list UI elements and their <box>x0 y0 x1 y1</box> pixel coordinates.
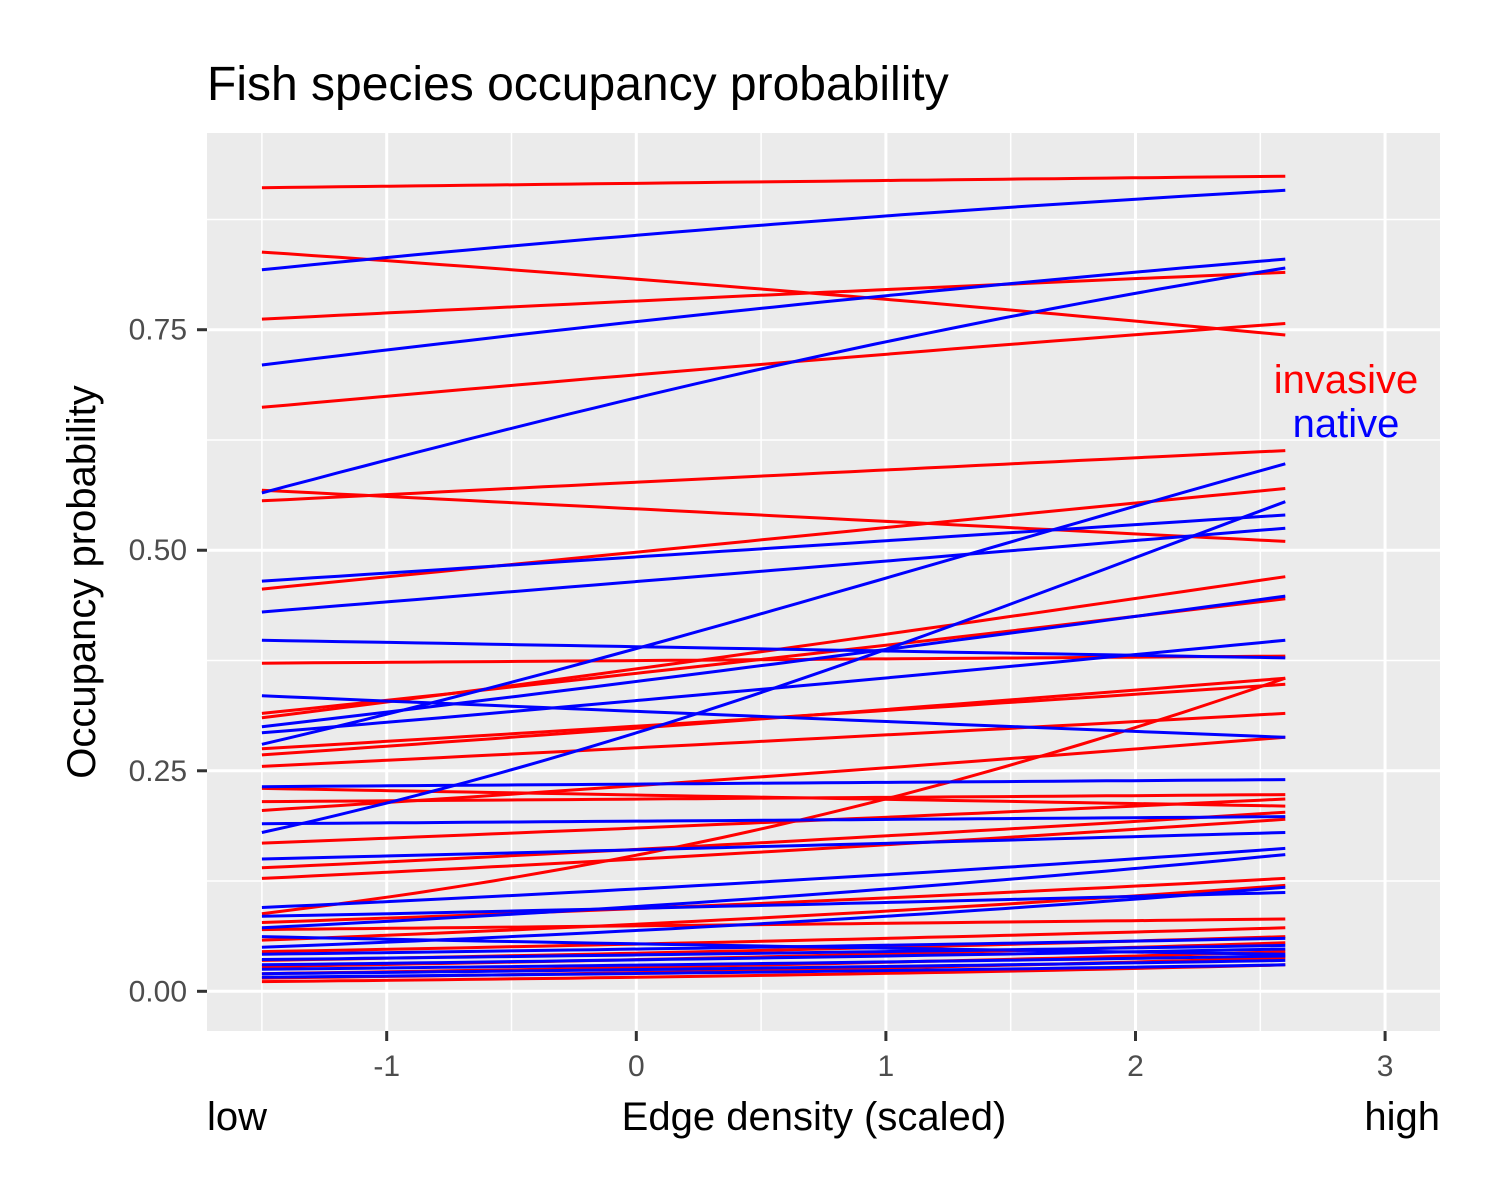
y-tick-label: 0.50 <box>129 534 187 567</box>
x-tick-label: -1 <box>373 1050 400 1083</box>
axis-ticks: -1 0 1 2 3 0.00 0.25 0.50 0.75 <box>129 314 1394 1083</box>
native-species-line <box>261 831 1286 861</box>
native-species-line <box>261 891 1286 918</box>
x-tick-label: 1 <box>878 1050 895 1083</box>
invasive-species-line <box>261 876 1286 924</box>
y-axis-title: Occupancy probability <box>60 385 104 779</box>
native-species-line <box>261 513 1286 583</box>
x-tick-label: 0 <box>628 1050 645 1083</box>
x-axis-low-label: low <box>207 1095 267 1139</box>
legend-native-label: native <box>1293 402 1400 446</box>
invasive-species-line <box>261 322 1286 409</box>
y-tick-label: 0.25 <box>129 755 187 788</box>
native-species-line <box>261 853 1286 930</box>
native-species-line <box>261 954 1286 971</box>
invasive-species-line <box>261 488 1286 543</box>
native-species-line <box>261 188 1286 272</box>
native-species-line <box>261 257 1286 367</box>
invasive-species-line <box>261 810 1286 870</box>
invasive-species-line <box>261 250 1286 337</box>
x-tick-label: 3 <box>1377 1050 1394 1083</box>
invasive-species-line <box>261 487 1286 591</box>
y-tick-label: 0.75 <box>129 314 187 347</box>
invasive-species-line <box>261 174 1286 190</box>
native-species-line <box>261 778 1286 789</box>
invasive-species-line <box>261 735 1286 812</box>
native-species-line <box>261 963 1286 979</box>
legend-invasive-label: invasive <box>1274 358 1419 402</box>
native-species-line <box>261 885 1286 949</box>
native-species-line <box>261 266 1286 495</box>
native-species-line <box>261 936 1286 956</box>
native-species-line <box>261 462 1286 746</box>
native-species-line <box>261 594 1286 729</box>
x-axis-high-label: high <box>1364 1095 1440 1139</box>
x-axis-title: Edge density (scaled) <box>622 1095 1007 1139</box>
invasive-species-line <box>261 449 1286 503</box>
invasive-species-line <box>261 817 1286 880</box>
invasive-species-line <box>261 711 1286 768</box>
invasive-species-line <box>261 270 1286 321</box>
invasive-species-line <box>261 676 1286 916</box>
invasive-species-line <box>261 797 1286 845</box>
native-species-line <box>261 638 1286 660</box>
legend: invasive native <box>1274 358 1419 446</box>
native-species-line <box>261 526 1286 614</box>
x-tick-label: 2 <box>1127 1050 1144 1083</box>
native-species-line <box>261 815 1286 826</box>
native-species-line <box>261 958 1286 976</box>
series-lines <box>261 174 1286 984</box>
native-species-line <box>261 500 1286 834</box>
chart-title: Fish species occupancy probability <box>207 58 949 111</box>
native-species-line <box>261 943 1286 961</box>
invasive-species-line <box>261 926 1286 954</box>
native-species-line <box>261 846 1286 909</box>
native-species-line <box>261 947 1286 967</box>
y-tick-label: 0.00 <box>129 975 187 1008</box>
